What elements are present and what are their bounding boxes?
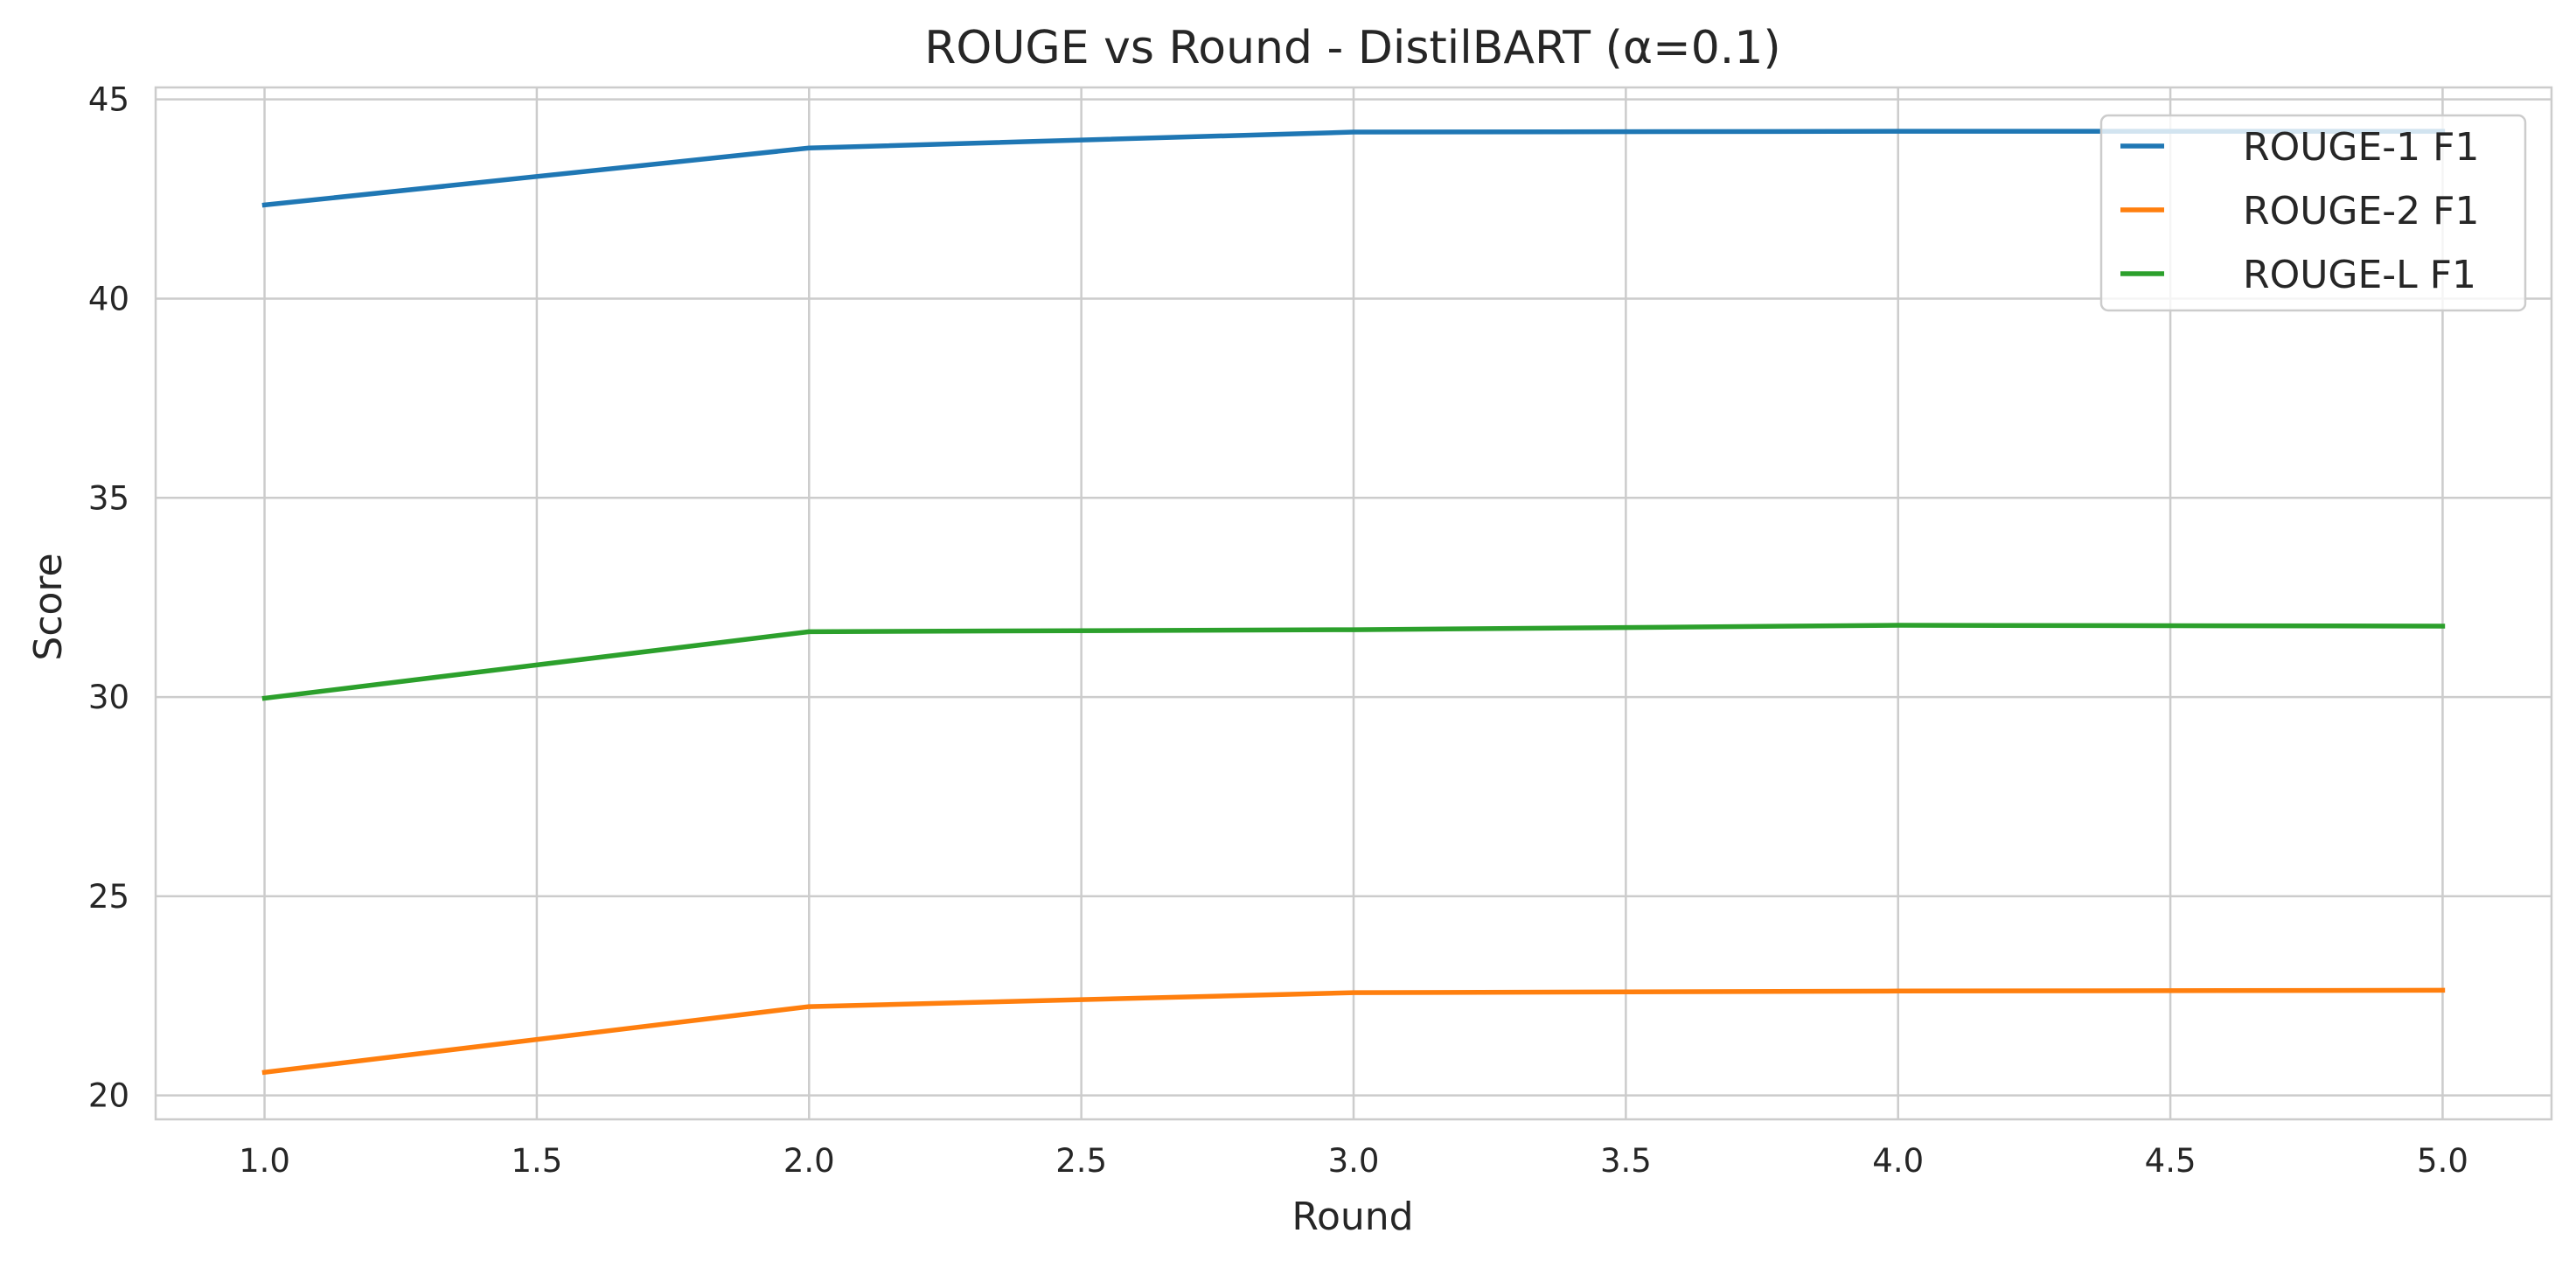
x-tick-label: 3.5 bbox=[1600, 1142, 1652, 1180]
x-tick-label: 2.0 bbox=[783, 1142, 835, 1180]
x-tick-label: 4.0 bbox=[1872, 1142, 1924, 1180]
series-line-3 bbox=[261, 623, 2446, 701]
y-tick-label: 35 bbox=[88, 479, 129, 517]
legend-label-1: ROUGE-1 F1 bbox=[2243, 125, 2479, 170]
series-line-2 bbox=[261, 987, 2446, 1076]
x-tick-label: 2.5 bbox=[1055, 1142, 1107, 1180]
legend-label-2: ROUGE-2 F1 bbox=[2243, 189, 2479, 233]
legend-label-3: ROUGE-L F1 bbox=[2243, 253, 2476, 297]
legend: ROUGE-1 F1 ROUGE-2 F1 ROUGE-L F1 bbox=[2099, 114, 2527, 312]
x-tick-label: 4.5 bbox=[2145, 1142, 2197, 1180]
y-tick-label: 40 bbox=[88, 280, 129, 317]
x-tick-labels: 1.0 1.5 2.0 2.5 3.0 3.5 4.0 4.5 5.0 bbox=[239, 1142, 2468, 1180]
series-line-1 bbox=[261, 129, 2446, 208]
y-tick-label: 45 bbox=[88, 81, 129, 119]
x-axis-label: Round bbox=[1291, 1195, 1413, 1239]
y-tick-label: 20 bbox=[88, 1077, 129, 1115]
y-tick-label: 30 bbox=[88, 679, 129, 716]
x-tick-label: 1.0 bbox=[239, 1142, 290, 1180]
y-tick-labels: 20 25 30 35 40 45 bbox=[88, 81, 129, 1115]
x-tick-label: 1.5 bbox=[511, 1142, 562, 1180]
x-tick-label: 3.0 bbox=[1328, 1142, 1380, 1180]
y-axis-label: Score bbox=[26, 553, 71, 660]
y-tick-label: 25 bbox=[88, 878, 129, 916]
plot-area-frame bbox=[154, 86, 2553, 1121]
chart-title: ROUGE vs Round - DistilBART (α=0.1) bbox=[924, 22, 1780, 74]
legend-box bbox=[2099, 114, 2527, 312]
series-lines bbox=[261, 129, 2446, 1076]
x-tick-label: 5.0 bbox=[2417, 1142, 2468, 1180]
